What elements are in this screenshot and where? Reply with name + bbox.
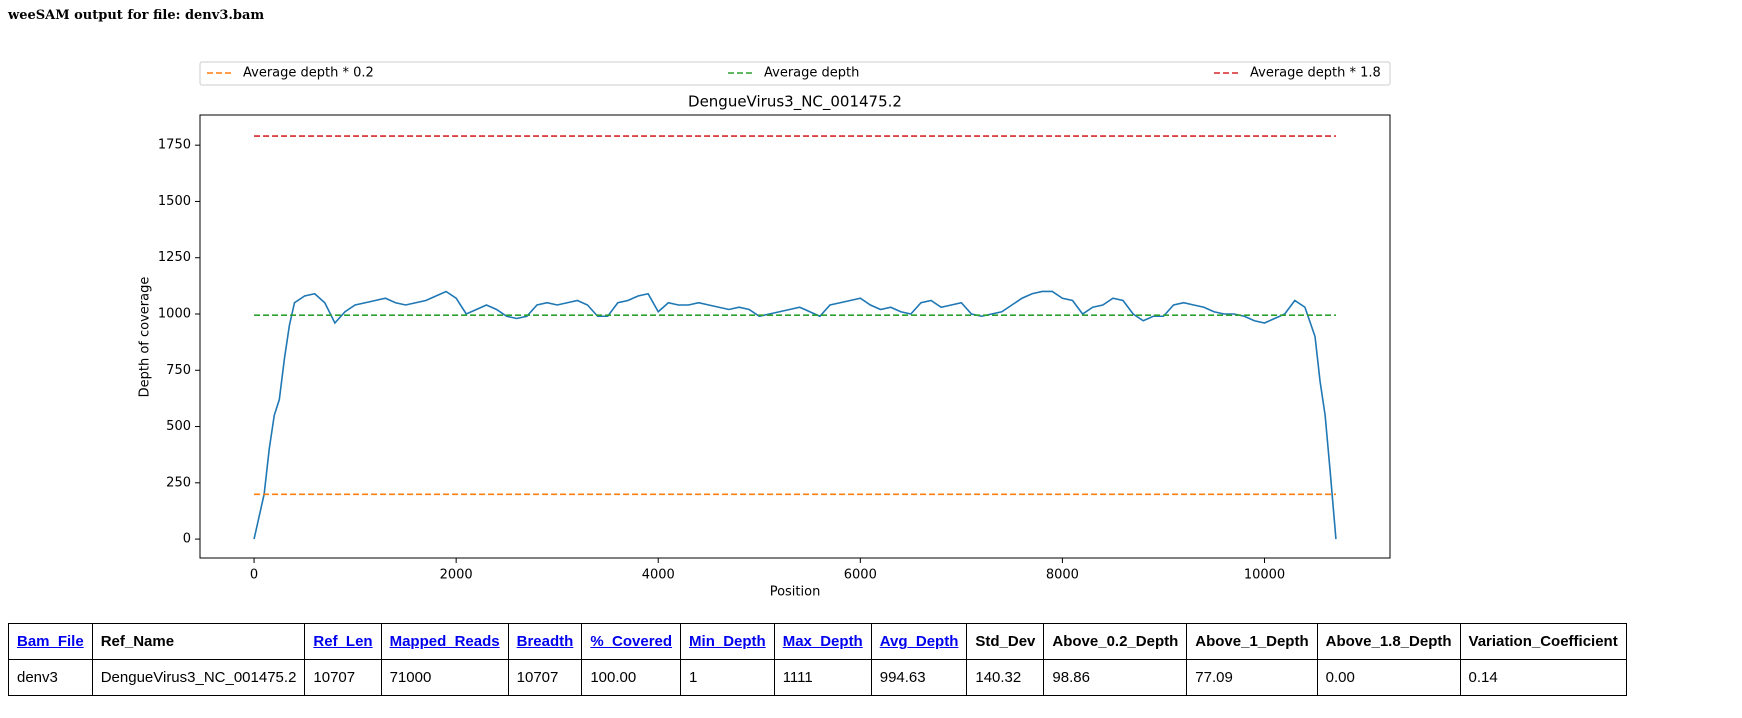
x-tick-label: 4000	[642, 568, 675, 583]
plot-frame	[199, 114, 1391, 559]
column-header: Breadth	[507, 623, 583, 660]
table-cell: 0.00	[1316, 659, 1461, 696]
stats-table: Bam_File Ref_Name Ref_Len Mapped_Reads Bread…	[8, 623, 1627, 696]
y-tick-label: 1250	[158, 250, 191, 265]
sort-link[interactable]: %_Covered	[590, 633, 673, 650]
column-header: Min_Depth	[680, 623, 775, 660]
chart: DengueVirus3_NC_001475.2 Position Depth …	[138, 61, 1391, 600]
table-cell: denv3	[8, 659, 93, 696]
table-cell: 0.14	[1459, 659, 1627, 696]
sort-link[interactable]: Mapped_Reads	[389, 633, 500, 650]
legend-label: Average depth * 1.8	[1250, 66, 1381, 81]
y-tick-label: 1000	[158, 306, 191, 321]
table-row: denv3 DengueVirus3_NC_001475.2 10707 71000 1…	[8, 659, 1627, 696]
y-tick-label: 750	[166, 363, 191, 378]
sort-link[interactable]: Avg_Depth	[879, 633, 959, 650]
table-cell: 98.86	[1043, 659, 1188, 696]
column-header: Variation_Coefficient	[1459, 623, 1627, 660]
y-tick-label: 0	[183, 532, 191, 547]
page-title: weeSAM output for file: denv3.bam	[8, 8, 265, 23]
column-header: Ref_Name	[91, 623, 306, 660]
column-header: Bam_File	[8, 623, 93, 660]
y-tick-label: 500	[166, 419, 191, 434]
table-cell: 994.63	[870, 659, 968, 696]
legend-box	[199, 61, 1391, 86]
x-tick-label: 8000	[1046, 568, 1079, 583]
column-header: Above_1.8_Depth	[1316, 623, 1461, 660]
sort-link[interactable]: Max_Depth	[782, 633, 863, 650]
column-header: Mapped_Reads	[380, 623, 509, 660]
table-cell: 10707	[507, 659, 583, 696]
column-header: Above_1_Depth	[1186, 623, 1318, 660]
table-body: denv3 DengueVirus3_NC_001475.2 10707 71000 1…	[8, 659, 1627, 696]
column-header: Ref_Len	[304, 623, 382, 660]
table-cell: DengueVirus3_NC_001475.2	[91, 659, 306, 696]
y-tick-label: 1500	[158, 194, 191, 209]
x-axis-label: Position	[770, 585, 821, 600]
x-tick-label: 2000	[440, 568, 473, 583]
sort-link[interactable]: Ref_Len	[313, 633, 373, 650]
x-tick-label: 0	[250, 568, 258, 583]
column-header: Avg_Depth	[870, 623, 968, 660]
table-cell: 1111	[773, 659, 872, 696]
column-header: Max_Depth	[773, 623, 872, 660]
column-header: Std_Dev	[966, 623, 1045, 660]
series-line	[253, 290, 1337, 540]
sort-link[interactable]: Min_Depth	[689, 633, 766, 650]
y-tick-label: 250	[166, 475, 191, 490]
column-header: %_Covered	[581, 623, 682, 660]
y-tick-label: 1750	[158, 138, 191, 153]
y-axis-label: Depth of coverage	[138, 277, 153, 398]
table-cell: 140.32	[966, 659, 1045, 696]
table-cell: 10707	[304, 659, 382, 696]
header-row: Bam_File Ref_Name Ref_Len Mapped_Reads Bread…	[8, 623, 1627, 660]
table-cell: 1	[680, 659, 775, 696]
sort-link[interactable]: Bam_File	[17, 633, 84, 650]
column-header: Above_0.2_Depth	[1043, 623, 1188, 660]
x-tick-label: 6000	[844, 568, 877, 583]
chart-title: DengueVirus3_NC_001475.2	[688, 93, 902, 112]
table-cell: 77.09	[1186, 659, 1318, 696]
legend-label: Average depth	[764, 66, 859, 81]
sort-link[interactable]: Breadth	[516, 633, 574, 650]
table-cell: 100.00	[581, 659, 682, 696]
legend-label: Average depth * 0.2	[243, 66, 374, 81]
table-cell: 71000	[380, 659, 509, 696]
x-tick-label: 10000	[1244, 568, 1285, 583]
